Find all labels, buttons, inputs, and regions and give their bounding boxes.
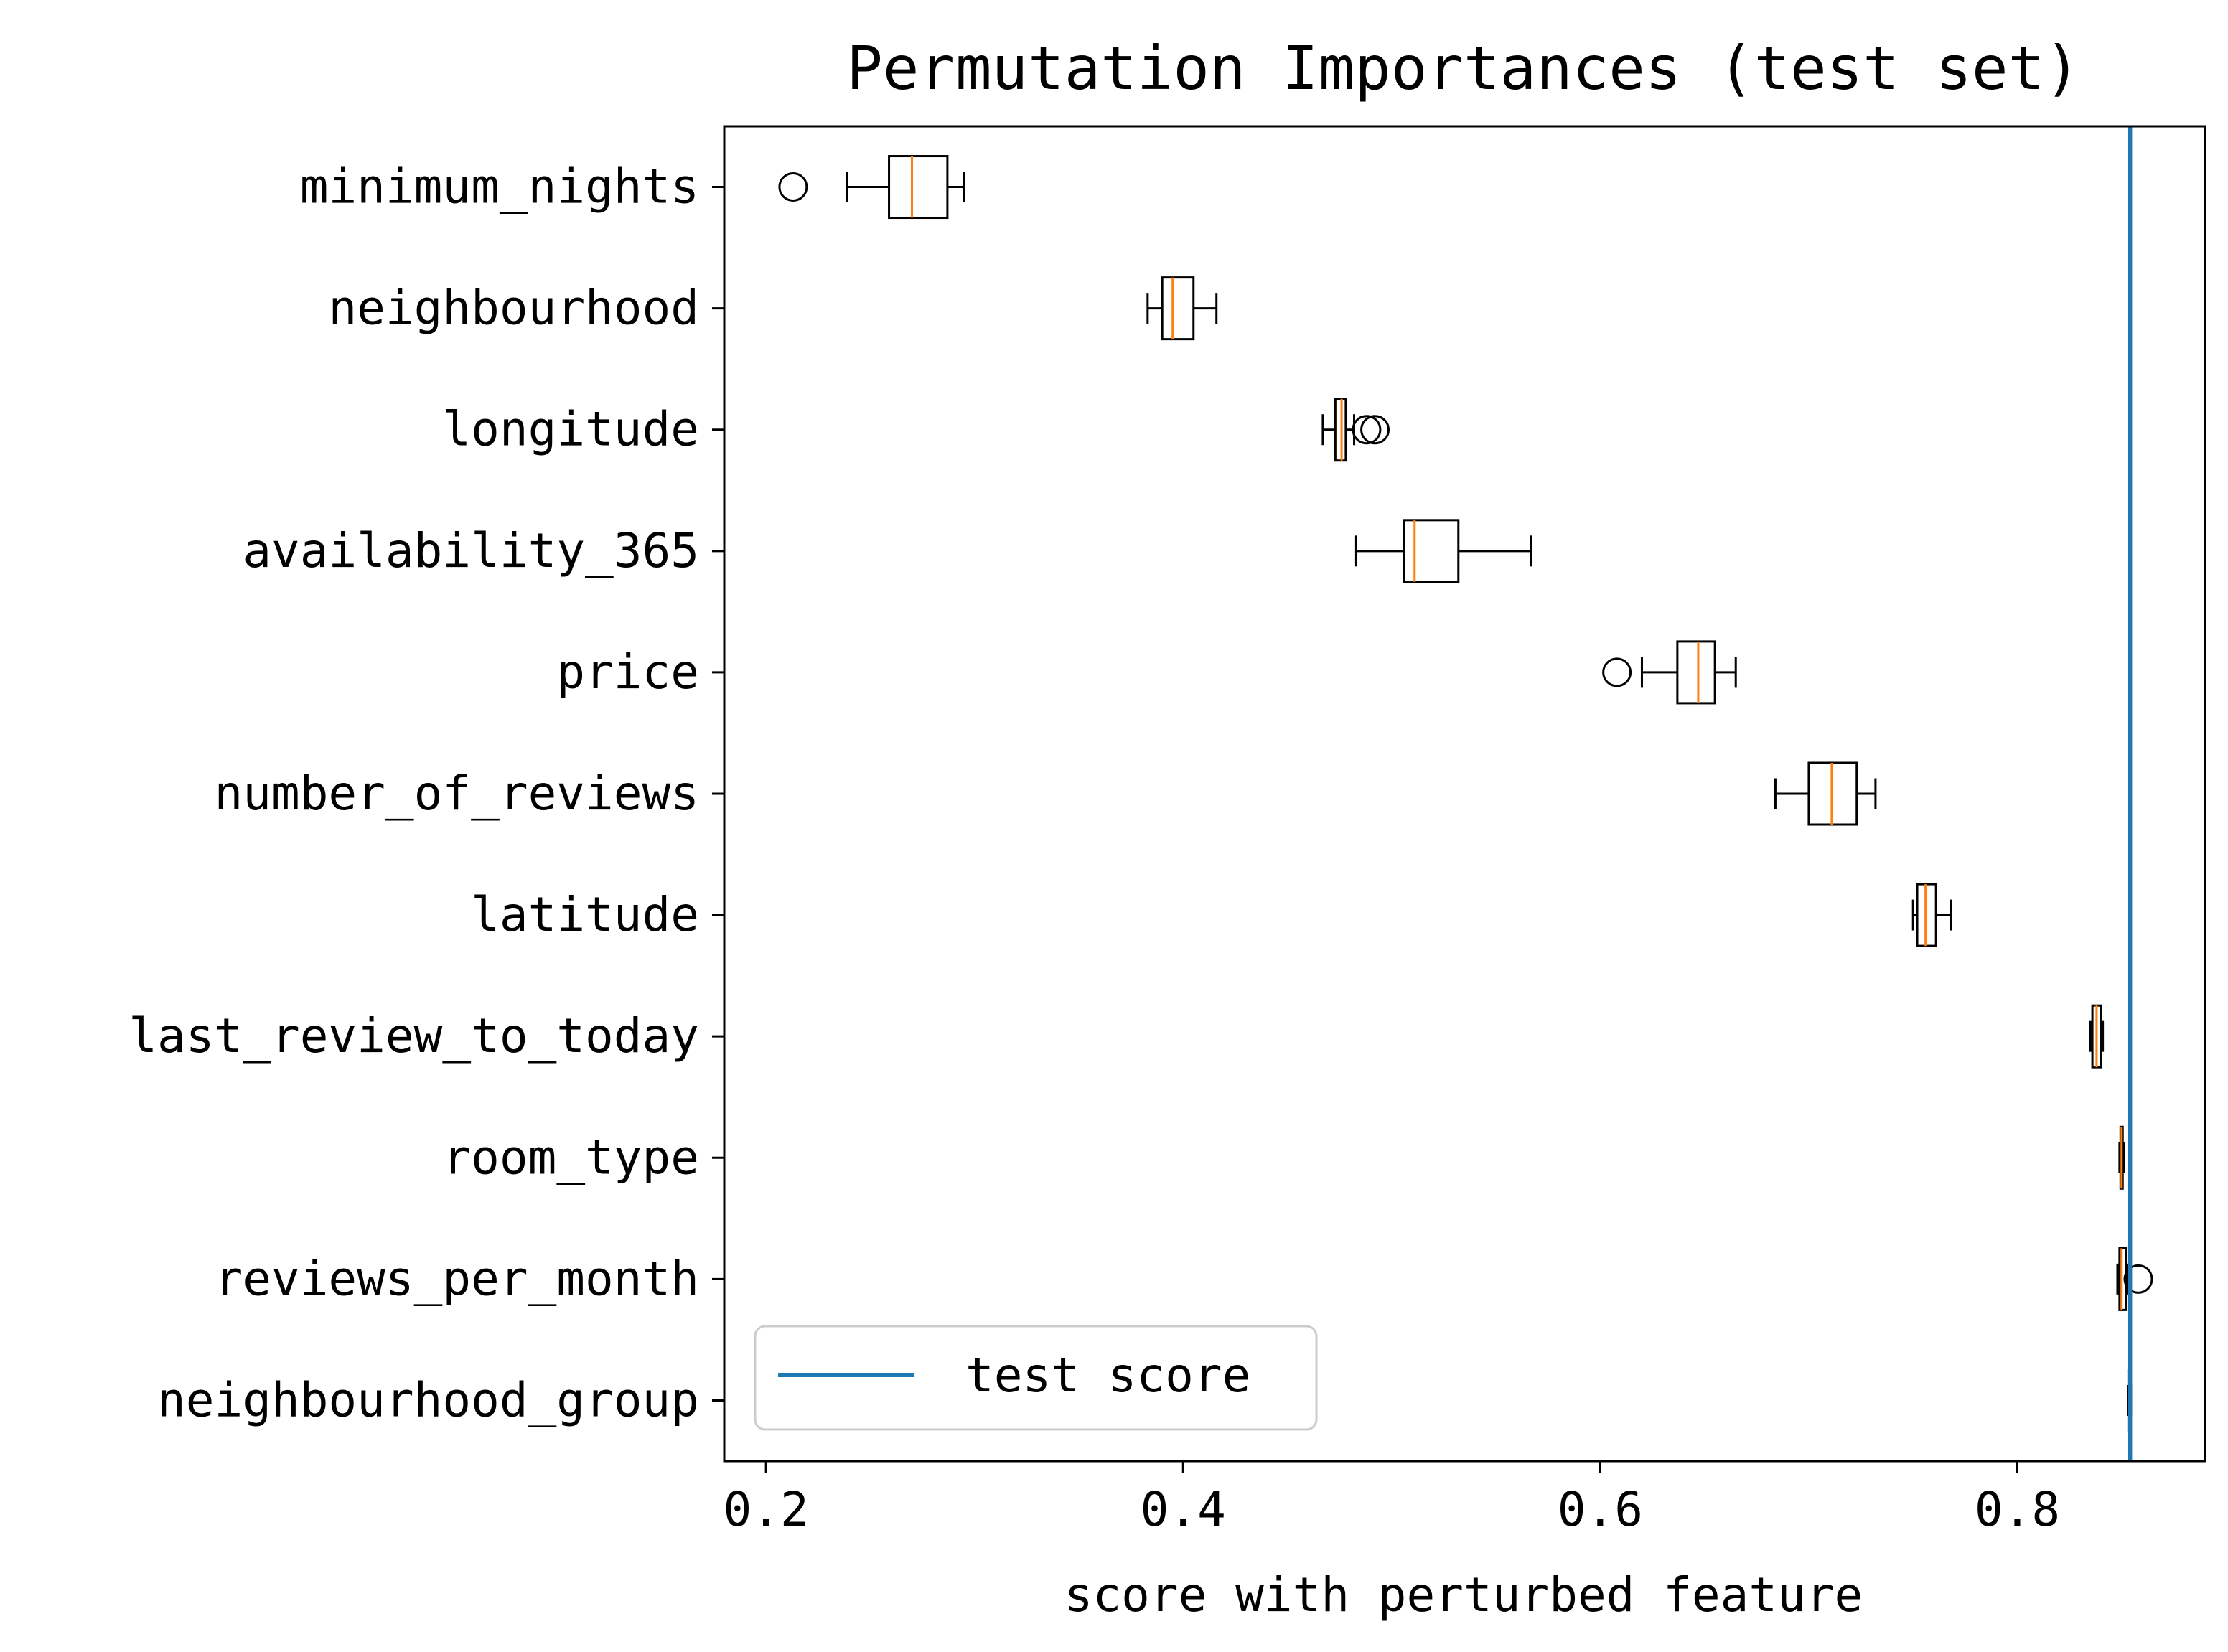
y-axis: minimum_nights neighbourhood longitude avai… [128,159,724,1427]
iqr-box-minimum_nights [888,155,949,220]
outlier-price-0 [1602,657,1632,687]
y-tick-label-latitude: latitude [471,887,699,942]
x-tick-label-3: 0.8 [1975,1482,2060,1537]
y-tick-label-longitude: longitude [442,402,699,457]
y-tick-label-reviews_per_month: reviews_per_month [214,1251,699,1306]
plot-area [778,126,2153,1461]
x-axis: 0.2 0.4 0.6 0.8 [724,1461,2060,1537]
box-availability_365 [1354,519,1532,583]
box-longitude [1321,398,1390,462]
box-minimum_nights [778,155,965,220]
legend: test score [754,1325,1318,1431]
y-tick-label-availability_365: availability_365 [243,523,699,578]
chart-title: Permutation Importances (test set) [846,33,2080,103]
x-tick-label-0: 0.2 [724,1482,809,1537]
y-tick-label-last_review_to_today: last_review_to_today [128,1008,699,1064]
x-axis-label: score with perturbed feature [1064,1567,1863,1623]
x-tick-label-2: 0.6 [1558,1482,1643,1537]
outlier-longitude-1 [1360,415,1390,445]
y-tick-label-neighbourhood_group: neighbourhood_group [157,1372,699,1427]
outlier-minimum_nights-0 [778,172,808,202]
box-reviews_per_month [2116,1247,2153,1311]
outlier-longitude-0 [1352,415,1382,445]
box-room_type [2118,1125,2125,1190]
y-tick-label-room_type: room_type [442,1130,699,1185]
legend-box [754,1325,1318,1431]
y-tick-label-minimum_nights: minimum_nights [300,159,699,215]
box-number_of_reviews [1774,761,1877,826]
x-tick-label-1: 0.4 [1141,1482,1226,1537]
iqr-box-availability_365 [1403,519,1460,583]
box-price [1602,640,1737,705]
y-tick-label-neighbourhood: neighbourhood [328,281,699,336]
box-latitude [1911,883,1952,947]
outlier-reviews_per_month-0 [2123,1264,2153,1294]
y-tick-label-price: price [556,644,699,700]
iqr-box-neighbourhood [1161,276,1195,341]
box-neighbourhood [1146,276,1218,341]
y-tick-label-number_of_reviews: number_of_reviews [214,766,699,821]
box-last_review_to_today [2089,1004,2105,1069]
legend-test-score-label: test score [965,1348,1250,1403]
axes-frame [723,125,2206,1463]
iqr-box-price [1676,640,1716,705]
